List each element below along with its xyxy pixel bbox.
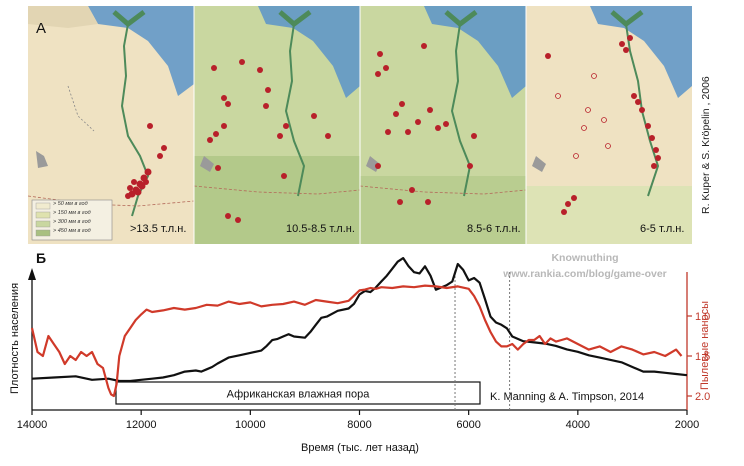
panel-label-2: 10.5-8.5 т.л.н.: [286, 223, 355, 235]
y-right-label: Пылевые наносы: [699, 301, 711, 390]
legend-label-1: > 50 мм в год: [53, 201, 88, 207]
map-panel-3: [359, 6, 527, 244]
map-credit: R. Kuper & S. Kröpelin , 2006: [700, 76, 712, 214]
legend-label-4: > 450 мм в год: [53, 228, 91, 234]
left-axis-arrow-icon: [28, 268, 36, 280]
humid-period-label: Африканская влажная пора: [227, 389, 371, 401]
watermark-line-2: www.rankia.com/blog/game-over: [502, 268, 667, 280]
x-tick-label: 12000: [126, 419, 157, 431]
panel-label-3: 8.5-6 т.л.н.: [467, 223, 521, 235]
y-left-label: Плотность населения: [9, 283, 21, 394]
y-right-tick-label: 2.0: [695, 391, 710, 403]
panel-label-4: 6-5 т.л.н.: [640, 223, 685, 235]
humid-period-box: [115, 381, 481, 405]
watermark-line-1: Knownuthing: [551, 252, 618, 264]
map-legend: [31, 199, 113, 241]
map-strip: [28, 6, 692, 244]
panel-label-1: >13.5 т.л.н.: [130, 223, 187, 235]
chart-panel-letter: Б: [36, 250, 46, 266]
chart-credit: K. Manning & A. Timpson, 2014: [490, 391, 644, 403]
y-right-tick-label: 1.0: [695, 311, 710, 323]
population-series-line: [31, 257, 688, 383]
map-panel-letter: A: [36, 20, 47, 37]
y-right-tick-label: 1.5: [695, 351, 710, 363]
legend-label-2: > 150 мм в год: [53, 210, 91, 216]
x-axis-label: Время (тыс. лет назад): [301, 442, 419, 454]
map-panel-2: [193, 6, 361, 244]
legend-label-3: > 300 мм в год: [53, 219, 91, 225]
x-tick-label: 4000: [566, 419, 590, 431]
x-tick-label: 6000: [456, 419, 480, 431]
x-tick-label: 10000: [235, 419, 266, 431]
x-tick-label: 14000: [17, 419, 48, 431]
population-dust-chart: Б Время (тыс. лет назад) Плотность насел…: [9, 250, 711, 454]
map-panel-4: [526, 6, 692, 244]
x-tick-label: 2000: [675, 419, 699, 431]
x-tick-label: 8000: [347, 419, 371, 431]
dust-series-line: [30, 284, 683, 398]
